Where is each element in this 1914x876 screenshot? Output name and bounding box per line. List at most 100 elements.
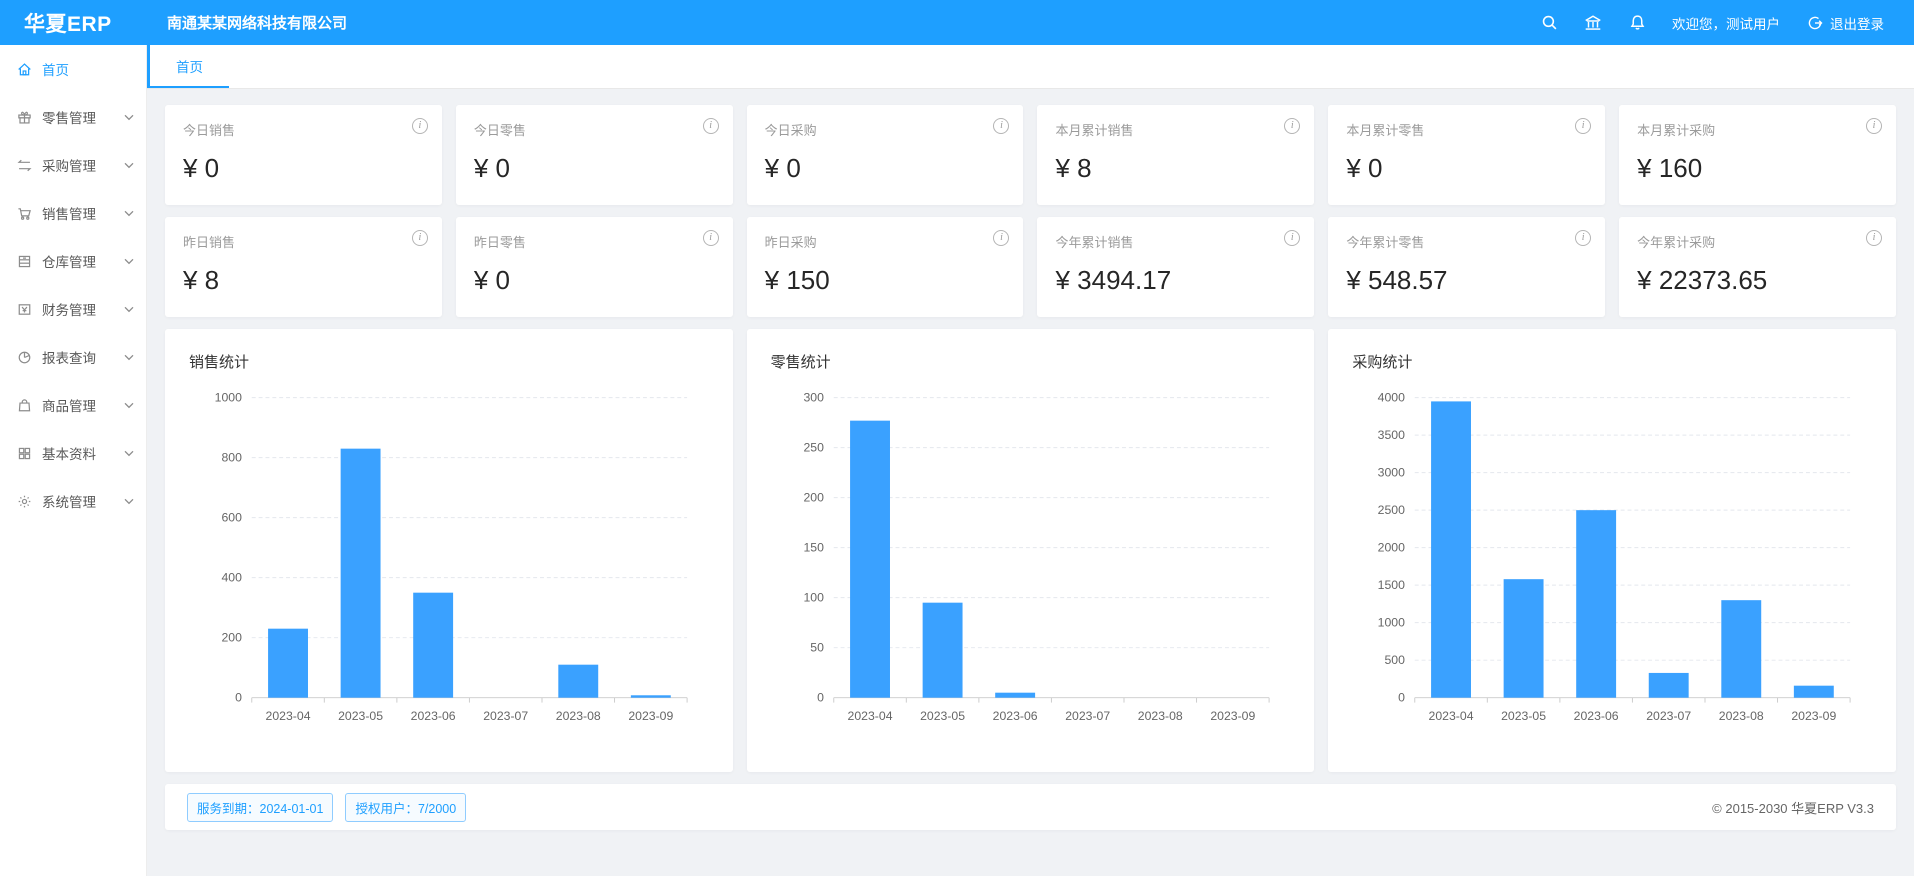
svg-text:300: 300: [803, 391, 824, 405]
info-icon[interactable]: i: [1284, 118, 1301, 134]
chart-title: 采购统计: [1352, 354, 1413, 371]
sidebar-item-label: 财务管理: [42, 303, 96, 318]
svg-text:1500: 1500: [1378, 578, 1405, 592]
grid-icon: [16, 445, 32, 461]
svg-text:2023-09: 2023-09: [1210, 709, 1255, 723]
sidebar-item-finance[interactable]: 财务管理: [0, 285, 146, 333]
welcome-user[interactable]: 欢迎您，测试用户: [1672, 16, 1780, 32]
svg-text:1000: 1000: [1378, 616, 1405, 630]
stat-label: 今日采购: [764, 123, 817, 138]
sidebar-item-sales[interactable]: 销售管理: [0, 189, 146, 237]
sidebar-item-label: 基本资料: [42, 447, 96, 462]
svg-text:100: 100: [803, 591, 824, 605]
stat-row-1: 今日销售 i ¥ 0 今日零售 i ¥ 0 今日采购 i ¥ 0 本月累计销售 …: [165, 105, 1896, 205]
info-icon[interactable]: i: [702, 230, 719, 246]
sidebar-item-label: 采购管理: [42, 159, 96, 174]
info-icon[interactable]: i: [993, 118, 1010, 134]
stat-label: 今年累计采购: [1637, 235, 1716, 250]
bell-icon[interactable]: [1628, 14, 1646, 32]
pie-icon: [16, 349, 32, 365]
info-icon[interactable]: i: [411, 230, 428, 246]
info-icon[interactable]: i: [1284, 230, 1301, 246]
svg-text:2023-08: 2023-08: [1719, 709, 1764, 723]
svg-text:0: 0: [1398, 691, 1405, 705]
stat-value: ¥ 8: [1055, 153, 1092, 183]
stat-value: ¥ 0: [473, 153, 510, 183]
svg-text:2023-04: 2023-04: [847, 709, 892, 723]
svg-text:400: 400: [221, 571, 242, 585]
home-icon: [16, 61, 32, 77]
svg-text:0: 0: [817, 691, 824, 705]
sidebar-item-label: 销售管理: [42, 207, 96, 222]
svg-text:2023-04: 2023-04: [1429, 709, 1474, 723]
chevron-down-icon: [124, 450, 134, 457]
stat-row-2: 昨日销售 i ¥ 8 昨日零售 i ¥ 0 昨日采购 i ¥ 150 今年累计销…: [165, 217, 1896, 317]
logout-label: 退出登录: [1830, 16, 1884, 32]
stat-label: 昨日采购: [764, 235, 817, 250]
logout-icon: [1806, 14, 1824, 32]
info-icon[interactable]: i: [411, 118, 428, 134]
copyright-text: © 2015-2030 华夏ERP V3.3: [1712, 800, 1874, 816]
sidebar-item-home[interactable]: 首页: [0, 45, 146, 93]
stat-value: ¥ 0: [473, 265, 510, 295]
info-icon[interactable]: i: [702, 118, 719, 134]
stat-value: ¥ 8: [183, 265, 220, 295]
stat-card-month-sales: 本月累计销售 i ¥ 8: [1037, 105, 1315, 205]
info-icon[interactable]: i: [1865, 118, 1882, 134]
stat-card-today-retail: 今日零售 i ¥ 0: [455, 105, 733, 205]
stat-value: ¥ 3494.17: [1055, 265, 1172, 295]
gear-icon: [16, 493, 32, 509]
stat-card-yesterday-sales: 昨日销售 i ¥ 8: [165, 217, 442, 317]
svg-text:50: 50: [810, 641, 824, 655]
svg-text:150: 150: [803, 541, 824, 555]
info-icon[interactable]: i: [1575, 118, 1592, 134]
svg-text:600: 600: [221, 511, 242, 525]
svg-text:200: 200: [221, 631, 242, 645]
cart-icon: [16, 205, 32, 221]
app-header: 华夏ERP 南通某某网络科技有限公司 欢迎您，测试用户: [0, 0, 1914, 45]
retail-bar-chart: 0 50 100 150 200 250 300 2023-04 2023-05 2023-06 2…: [803, 391, 1270, 723]
stat-value: ¥ 22373.65: [1637, 265, 1768, 295]
stat-card-yesterday-retail: 昨日零售 i ¥ 0: [455, 217, 733, 317]
tab-accent-bar: [147, 45, 150, 88]
archive-icon: [16, 253, 32, 269]
stat-label: 今日销售: [183, 123, 236, 138]
stat-value: ¥ 0: [1346, 153, 1383, 183]
sidebar-item-label: 报表查询: [42, 351, 96, 366]
sidebar-item-label: 零售管理: [42, 111, 96, 126]
svg-text:1000: 1000: [215, 391, 242, 405]
charts-row: 销售统计 0 200 400 600 800 1000 2023-04 2023-05 2023…: [165, 329, 1897, 772]
main-content: 今日销售 i ¥ 0 今日零售 i ¥ 0 今日采购 i ¥ 0 本月累计销售 …: [147, 89, 1914, 876]
stat-card-month-purchase: 本月累计采购 i ¥ 160: [1619, 105, 1896, 205]
search-icon[interactable]: [1540, 14, 1558, 32]
svg-text:2023-06: 2023-06: [411, 709, 456, 723]
svg-text:2023-07: 2023-07: [1647, 709, 1692, 723]
info-icon[interactable]: i: [993, 230, 1010, 246]
stat-card-year-retail: 今年累计零售 i ¥ 548.57: [1328, 217, 1606, 317]
sidebar-item-retail[interactable]: 零售管理: [0, 93, 146, 141]
svg-text:3000: 3000: [1378, 466, 1405, 480]
header-actions: 欢迎您，测试用户 退出登录: [1540, 13, 1914, 33]
svg-text:2023-05: 2023-05: [1501, 709, 1546, 723]
sidebar-item-warehouse[interactable]: 仓库管理: [0, 237, 146, 285]
logout-button[interactable]: 退出登录: [1806, 13, 1884, 33]
sidebar-item-purchase[interactable]: 采购管理: [0, 141, 146, 189]
chevron-down-icon: [124, 162, 134, 169]
svg-text:250: 250: [803, 441, 824, 455]
tab-home[interactable]: 首页: [150, 45, 229, 88]
stat-label: 本月累计销售: [1055, 123, 1134, 138]
sidebar-item-system[interactable]: 系统管理: [0, 477, 146, 525]
svg-text:4000: 4000: [1378, 391, 1405, 405]
info-icon[interactable]: i: [1865, 230, 1882, 246]
licensed-users-badge: 授权用户：7/2000: [345, 792, 467, 822]
stat-label: 本月累计采购: [1637, 123, 1716, 138]
footer-bar: 服务到期：2024-01-01 授权用户：7/2000 © 2015-2030 …: [165, 784, 1896, 830]
stat-value: ¥ 150: [764, 265, 830, 295]
stat-value: ¥ 0: [764, 153, 801, 183]
sidebar-item-reports[interactable]: 报表查询: [0, 333, 146, 381]
info-icon[interactable]: i: [1575, 230, 1592, 246]
bank-icon[interactable]: [1584, 14, 1602, 32]
sidebar-item-products[interactable]: 商品管理: [0, 381, 146, 429]
sidebar-item-label: 系统管理: [42, 495, 96, 510]
sidebar-item-basic-data[interactable]: 基本资料: [0, 429, 146, 477]
